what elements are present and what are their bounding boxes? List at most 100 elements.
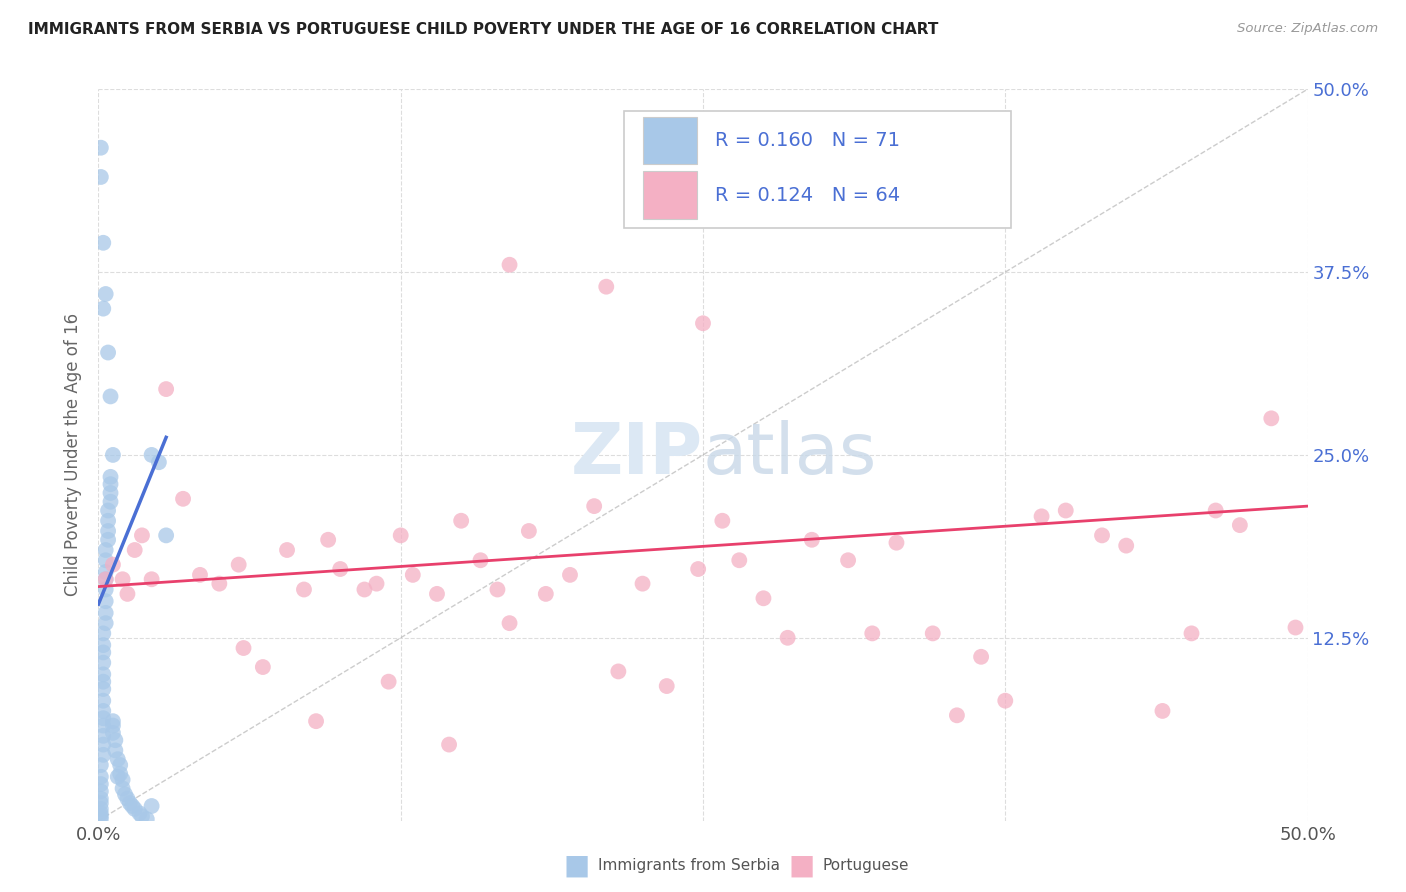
Point: [94, 553, 117, 567]
Point: [97, 533, 120, 547]
Point: [90, 806, 112, 821]
Point: [91, 645, 114, 659]
Point: [121, 799, 143, 814]
Point: [252, 660, 274, 674]
Point: [90, 169, 112, 184]
Point: [131, 809, 153, 823]
Bar: [643, 171, 697, 219]
Point: [91, 638, 114, 652]
Text: Source: ZipAtlas.com: Source: ZipAtlas.com: [1237, 22, 1378, 36]
Point: [100, 494, 122, 508]
Point: [94, 616, 117, 631]
Point: [117, 791, 139, 805]
Point: [94, 582, 117, 597]
Point: [100, 470, 122, 484]
Point: [101, 448, 124, 462]
Point: [108, 767, 131, 781]
Point: [124, 802, 146, 816]
Point: [946, 708, 969, 723]
Point: [104, 733, 127, 747]
Point: [128, 806, 150, 821]
Point: [377, 674, 399, 689]
Point: [97, 503, 120, 517]
Point: [97, 514, 120, 528]
Point: [94, 287, 117, 301]
Point: [100, 477, 122, 491]
Point: [155, 528, 177, 542]
Point: [583, 499, 606, 513]
Point: [91, 711, 114, 725]
Point: [228, 558, 250, 572]
Text: IMMIGRANTS FROM SERBIA VS PORTUGUESE CHILD POVERTY UNDER THE AGE OF 16 CORRELATI: IMMIGRANTS FROM SERBIA VS PORTUGUESE CHI…: [28, 22, 938, 37]
Point: [353, 582, 375, 597]
Point: [305, 714, 328, 728]
Point: [94, 572, 117, 586]
Point: [329, 562, 352, 576]
Point: [498, 258, 520, 272]
Point: [188, 567, 211, 582]
Point: [1115, 539, 1137, 553]
Text: R = 0.124   N = 64: R = 0.124 N = 64: [716, 186, 900, 205]
Point: [426, 587, 449, 601]
Point: [692, 316, 714, 330]
Point: [631, 576, 654, 591]
Point: [595, 279, 617, 293]
Point: [860, 626, 883, 640]
Point: [91, 738, 114, 752]
Point: [498, 616, 520, 631]
Point: [118, 796, 141, 810]
Point: [208, 576, 231, 591]
Point: [765, 182, 787, 196]
Point: [141, 572, 163, 586]
FancyBboxPatch shape: [624, 112, 1011, 228]
Point: [94, 594, 117, 608]
Point: [94, 572, 117, 586]
Point: [91, 718, 114, 732]
Text: ■: ■: [564, 851, 589, 880]
Point: [1031, 509, 1053, 524]
Point: [91, 729, 114, 743]
Point: [131, 528, 153, 542]
Point: [111, 772, 134, 787]
Point: [114, 787, 136, 801]
Point: [91, 681, 114, 696]
Point: [90, 791, 112, 805]
Point: [101, 718, 124, 732]
Point: [91, 656, 114, 670]
Point: [104, 743, 127, 757]
Point: [688, 562, 710, 576]
Point: [1152, 704, 1174, 718]
Point: [470, 553, 492, 567]
Point: [1229, 518, 1251, 533]
Point: [607, 665, 630, 679]
Point: [101, 714, 124, 728]
Point: [534, 587, 557, 601]
Point: [437, 738, 460, 752]
Point: [402, 567, 425, 582]
Point: [91, 301, 114, 316]
Point: [728, 553, 751, 567]
Point: [108, 758, 131, 772]
Point: [994, 694, 1017, 708]
Point: [316, 533, 339, 547]
Point: [276, 543, 298, 558]
Point: [101, 726, 124, 740]
Point: [124, 543, 146, 558]
Point: [91, 667, 114, 681]
Point: [800, 533, 823, 547]
Point: [1260, 411, 1282, 425]
Point: [90, 758, 112, 772]
Point: [1205, 503, 1227, 517]
Point: [91, 704, 114, 718]
Point: [91, 694, 114, 708]
Point: [292, 582, 315, 597]
Point: [90, 141, 112, 155]
Point: [107, 752, 129, 766]
Point: [117, 587, 139, 601]
Point: [90, 796, 112, 810]
Point: [111, 572, 134, 586]
Text: atlas: atlas: [703, 420, 877, 490]
Point: [921, 626, 943, 640]
Point: [90, 812, 112, 826]
Point: [91, 747, 114, 762]
